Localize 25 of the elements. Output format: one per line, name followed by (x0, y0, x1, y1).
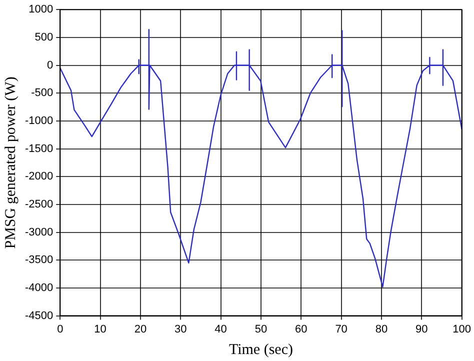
x-tick-label: 90 (416, 323, 428, 336)
y-tick-label: -4500 (24, 310, 54, 322)
x-axis-title: Time (sec) (228, 342, 293, 358)
x-tick-label: 20 (134, 323, 147, 336)
y-tick-label: 1000 (28, 4, 54, 16)
x-tick-label: 100 (452, 323, 472, 336)
y-tick-label: -3000 (24, 226, 54, 238)
y-tick-label: -3500 (24, 254, 54, 266)
x-tick-label: 70 (335, 323, 348, 336)
y-tick-label: -2500 (24, 198, 54, 210)
x-tick-label: 80 (375, 323, 388, 336)
x-tick-label: 60 (295, 323, 308, 336)
y-tick-label: -2000 (24, 170, 54, 183)
y-axis-title: PMSG generated power (W) (2, 76, 19, 249)
y-tick-label: -1000 (24, 114, 54, 127)
x-tick-label: 50 (254, 323, 268, 336)
x-tick-label: 10 (94, 323, 106, 336)
y-tick-label: -4000 (24, 282, 54, 294)
y-tick-label: -500 (31, 87, 54, 100)
x-tick-label: 0 (57, 323, 64, 336)
x-tick-label: 30 (174, 323, 187, 336)
y-tick-label: -1500 (24, 142, 54, 155)
y-tick-label: 500 (34, 31, 54, 44)
y-tick-label: 0 (47, 59, 54, 72)
x-tick-label: 40 (214, 323, 227, 336)
